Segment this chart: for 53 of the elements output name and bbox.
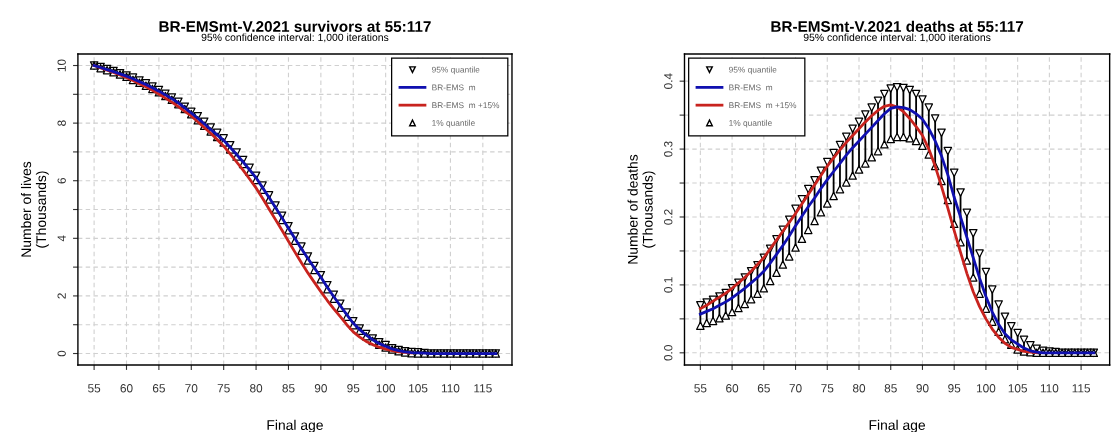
x-tick-label: 110: [441, 384, 460, 393]
x-tick-label: 60: [120, 384, 133, 393]
legend-label: BR-EMS m: [729, 84, 773, 91]
y-tick-label: 10: [57, 59, 66, 72]
x-tick-label: 90: [314, 384, 327, 393]
x-tick-label: 110: [1040, 384, 1059, 393]
chart-subtitle: 95% confidence interval: 1,000 iterations: [803, 33, 991, 43]
legend-label: BR-EMS m: [432, 84, 476, 91]
x-tick-label: 100: [376, 384, 396, 393]
x-tick-label: 115: [1072, 384, 1091, 393]
x-tick-label: 75: [217, 384, 230, 393]
x-tick-label: 105: [1008, 384, 1027, 393]
y-tick-label: 0.0: [664, 345, 673, 361]
x-tick-label: 55: [694, 384, 707, 393]
legend-label: 95% quantile: [432, 66, 480, 75]
x-tick-label: 85: [282, 384, 295, 393]
y-tick-label: 0: [57, 350, 66, 357]
y-axis-title: Number of lives (Thousands): [20, 161, 49, 257]
chart-title: BR-EMSmt-V.2021 survivors at 55:117: [159, 20, 431, 32]
y-tick-label: 4: [57, 235, 66, 242]
x-axis-title: Final age: [869, 419, 926, 432]
legend-label: BR-EMS m +15%: [432, 102, 500, 109]
y-axis-title: Number of deaths (Thousands): [627, 154, 656, 264]
x-tick-label: 95: [347, 384, 360, 393]
chart-subtitle: 95% confidence interval: 1,000 iterations: [201, 33, 389, 43]
y-tick-label: 0.1: [664, 277, 673, 293]
y-tick-label: 0.2: [664, 209, 673, 225]
legend-label: 1% quantile: [432, 119, 475, 128]
x-tick-label: 65: [152, 384, 165, 393]
x-tick-label: 70: [789, 384, 802, 393]
x-tick-label: 75: [821, 384, 834, 393]
x-tick-label: 70: [185, 384, 198, 393]
y-tick-label: 8: [57, 120, 66, 126]
x-tick-label: 90: [916, 384, 929, 393]
y-tick-label: 0.4: [664, 73, 673, 89]
y-tick-label: 2: [57, 293, 66, 299]
x-tick-label: 80: [852, 384, 866, 393]
x-tick-label: 60: [726, 384, 739, 393]
y-tick-label: 0.3: [664, 141, 673, 157]
x-tick-label: 115: [474, 384, 492, 393]
x-axis-title: Final age: [267, 419, 323, 432]
legend-label: BR-EMS m +15%: [729, 102, 797, 109]
x-tick-label: 100: [976, 384, 996, 393]
x-tick-label: 95: [948, 384, 961, 393]
x-tick-label: 105: [409, 384, 428, 393]
x-tick-label: 85: [884, 384, 897, 393]
x-tick-label: 55: [88, 384, 101, 393]
legend-label: 95% quantile: [729, 66, 777, 75]
chart-title: BR-EMSmt-V.2021 deaths at 55:117: [771, 20, 1024, 32]
y-tick-label: 6: [57, 177, 66, 184]
x-tick-label: 80: [250, 384, 263, 393]
legend-label: 1% quantile: [729, 119, 772, 128]
x-tick-label: 65: [757, 384, 770, 393]
